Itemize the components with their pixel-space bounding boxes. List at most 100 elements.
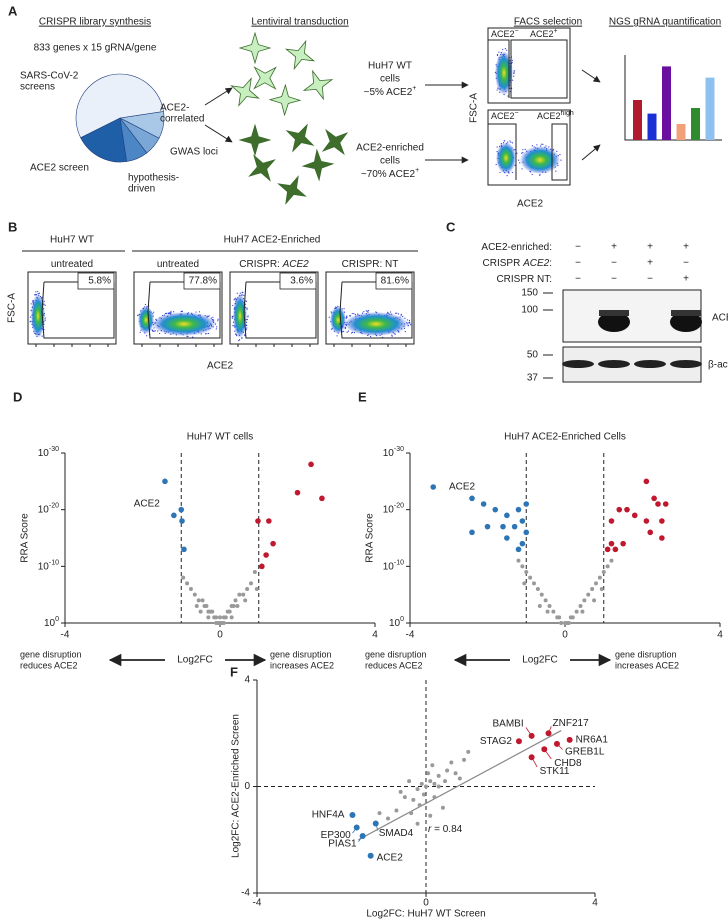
y-tick-exp: -10 xyxy=(394,560,404,567)
flow-event xyxy=(363,311,365,313)
flow-event xyxy=(215,328,217,330)
flow-density xyxy=(233,294,247,338)
y-tick-exp: -20 xyxy=(394,503,404,510)
point xyxy=(469,529,475,536)
sign: − xyxy=(611,274,617,285)
point xyxy=(466,749,471,754)
pie-label: GWAS loci xyxy=(170,147,218,158)
flow-event xyxy=(216,326,218,328)
percent-box xyxy=(183,272,221,290)
condition-label: untreated xyxy=(51,259,93,270)
point xyxy=(516,558,521,563)
flow-event xyxy=(511,171,513,174)
flow-event xyxy=(503,140,506,142)
point xyxy=(643,518,650,524)
flow-event xyxy=(397,313,400,315)
point xyxy=(411,797,416,802)
axis-label: FSC-A xyxy=(469,93,480,123)
row-label-part: ACE2-enriched: xyxy=(481,242,552,253)
y-tick-base: 10 xyxy=(383,504,395,515)
point xyxy=(409,811,414,816)
flow-event xyxy=(504,48,506,50)
leader xyxy=(352,827,358,834)
sign: + xyxy=(611,242,617,253)
point xyxy=(385,816,390,821)
band xyxy=(670,360,702,368)
flow-event xyxy=(233,299,235,301)
point-label: PIAS1 xyxy=(328,839,357,850)
flow-event xyxy=(559,153,561,156)
axis-label: Log2FC xyxy=(177,655,213,666)
cell-label: ACE2-enriched xyxy=(356,143,424,154)
flow-event xyxy=(522,149,524,151)
flow-event xyxy=(521,168,523,170)
point xyxy=(539,592,544,597)
point xyxy=(432,781,437,786)
plot-title: HuH7 WT cells xyxy=(187,432,254,443)
point-label: STAG2 xyxy=(480,736,512,747)
cell xyxy=(248,154,276,182)
row-label: ACE2-enriched: xyxy=(481,242,552,253)
point xyxy=(462,757,467,762)
gate-label: ACE2+ xyxy=(530,28,558,39)
axis xyxy=(409,453,720,624)
flow-event xyxy=(168,312,171,314)
gate-label-sup: − xyxy=(515,28,519,35)
flow-event xyxy=(341,324,343,327)
flow-event xyxy=(498,51,500,53)
gate xyxy=(243,281,317,339)
flow-event xyxy=(238,339,241,341)
flow-density xyxy=(496,142,516,174)
flow-event xyxy=(499,171,501,174)
condition-label: CRISPR: ACE2 xyxy=(239,259,309,270)
axis-label: Log2FC: HuH7 WT Screen xyxy=(366,909,485,920)
gate-label-sup: + xyxy=(554,28,558,35)
flow-event xyxy=(238,339,240,342)
gate-label-main: ACE2 xyxy=(491,111,515,121)
y-tick-label: -4 xyxy=(241,888,250,899)
gate-label-sup: − xyxy=(515,110,519,117)
point xyxy=(415,821,420,826)
point xyxy=(504,535,510,541)
band-label: ACE2 xyxy=(712,313,728,324)
point xyxy=(254,587,259,591)
note: gene disruption xyxy=(365,649,427,659)
point xyxy=(443,779,448,784)
point xyxy=(519,518,526,524)
flow-event xyxy=(344,328,346,330)
cell-label: ~5% ACE2+ xyxy=(364,85,417,97)
flow-event xyxy=(408,322,410,324)
flow-density xyxy=(344,312,408,336)
flow-event xyxy=(245,300,247,302)
flow-event xyxy=(243,294,245,296)
cell xyxy=(285,123,315,153)
band xyxy=(599,310,629,316)
row-label-part: CRISPR NT: xyxy=(496,274,552,285)
point xyxy=(430,484,437,490)
flow-event xyxy=(151,329,153,331)
flow-event xyxy=(391,334,393,336)
point-label: STK11 xyxy=(540,766,570,777)
annotation: ACE2 xyxy=(449,482,476,493)
point xyxy=(428,779,433,784)
point xyxy=(196,598,201,603)
point xyxy=(270,540,276,547)
flow-density xyxy=(330,306,346,334)
flow-event xyxy=(560,159,562,161)
y-tick-label: 10-30 xyxy=(383,446,404,458)
x-tick-label: 4 xyxy=(717,630,723,641)
gate xyxy=(488,39,510,98)
point xyxy=(218,615,222,620)
flow-event xyxy=(404,331,406,333)
point xyxy=(319,495,325,502)
point xyxy=(430,763,435,768)
gate xyxy=(551,123,568,181)
point xyxy=(245,587,250,591)
point xyxy=(200,598,205,603)
axis-label: RRA Score xyxy=(365,513,376,563)
flow-event xyxy=(241,337,243,339)
sign: − xyxy=(575,242,581,253)
flow-event xyxy=(396,312,398,314)
panel-label: A xyxy=(8,3,18,18)
y-tick-label: 100 xyxy=(389,616,404,628)
